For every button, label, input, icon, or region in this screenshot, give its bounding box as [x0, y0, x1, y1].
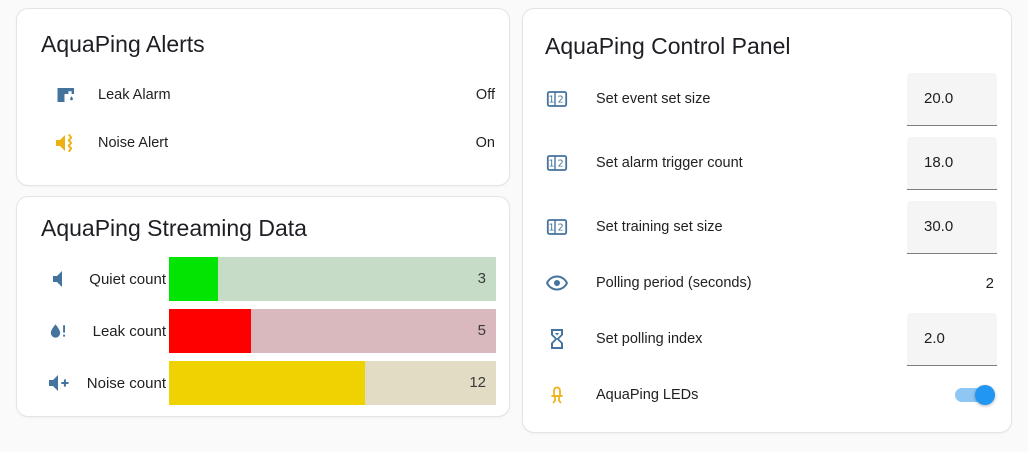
alarm-trigger-count-label: Set alarm trigger count [596, 155, 743, 171]
noise-count-bar: 12 [169, 361, 496, 405]
leak-alarm-row[interactable]: Leak Alarm Off [17, 71, 509, 119]
quiet-count-value: 3 [477, 270, 486, 287]
leak-count-value: 5 [477, 322, 486, 339]
quiet-count-label: Quiet count [89, 270, 166, 288]
aquaping-leds-label: AquaPing LEDs [596, 387, 699, 403]
aquaping-leds-toggle[interactable] [955, 385, 995, 405]
svg-text:1: 1 [548, 159, 554, 170]
quiet-count-row: Quiet count 3 [46, 257, 496, 301]
leak-alarm-state: Off [475, 87, 495, 103]
aquaping-leds-row: AquaPing LEDs [523, 371, 1011, 419]
svg-text:2: 2 [558, 223, 564, 234]
volume-vibrate-icon [54, 131, 78, 155]
training-set-size-input[interactable] [907, 200, 997, 254]
water-alert-icon [46, 319, 70, 343]
svg-text:1: 1 [548, 95, 554, 106]
noise-alert-state: On [475, 135, 495, 151]
volume-plus-icon [46, 371, 70, 395]
pipe-leak-icon [54, 83, 78, 107]
alerts-card-title: AquaPing Alerts [41, 31, 205, 57]
leak-count-label: Leak count [92, 322, 166, 340]
svg-text:2: 2 [558, 159, 564, 170]
quiet-count-bar: 3 [169, 257, 496, 301]
leak-count-bar: 5 [169, 309, 496, 353]
noise-alert-row[interactable]: Noise Alert On [17, 119, 509, 167]
alerts-card: AquaPing Alerts Leak Alarm Off Noise Ale… [16, 8, 510, 186]
control-card-title: AquaPing Control Panel [545, 33, 791, 59]
svg-text:1: 1 [548, 223, 554, 234]
polling-period-row[interactable]: Polling period (seconds) 2 [523, 259, 1011, 307]
polling-period-value: 2 [985, 274, 994, 292]
eye-icon [545, 271, 569, 295]
event-set-size-input[interactable] [907, 72, 997, 126]
polling-index-row: Set polling index [523, 307, 1011, 371]
led-icon [545, 383, 569, 407]
polling-index-input[interactable] [907, 312, 997, 366]
event-set-size-label: Set event set size [596, 91, 711, 107]
polling-index-label: Set polling index [596, 331, 703, 347]
quiet-count-bar-fill [169, 257, 219, 301]
volume-low-icon [46, 267, 70, 291]
streaming-data-card: AquaPing Streaming Data Quiet count 3 Le… [16, 196, 510, 417]
noise-count-label: Noise count [86, 374, 166, 392]
noise-count-value: 12 [469, 374, 486, 391]
svg-text:2: 2 [558, 95, 564, 106]
streaming-card-title: AquaPing Streaming Data [41, 215, 307, 241]
leak-count-bar-fill [169, 309, 251, 353]
training-set-size-label: Set training set size [596, 219, 723, 235]
polling-period-label: Polling period (seconds) [596, 275, 752, 291]
leak-alarm-label: Leak Alarm [98, 87, 171, 103]
toggle-thumb [975, 385, 995, 405]
timer-sand-icon [545, 327, 569, 351]
noise-count-row: Noise count 12 [46, 361, 496, 405]
noise-alert-label: Noise Alert [98, 135, 169, 151]
leak-count-row: Leak count 5 [46, 309, 496, 353]
alarm-trigger-count-input[interactable] [907, 136, 997, 190]
noise-count-bar-fill [169, 361, 366, 405]
